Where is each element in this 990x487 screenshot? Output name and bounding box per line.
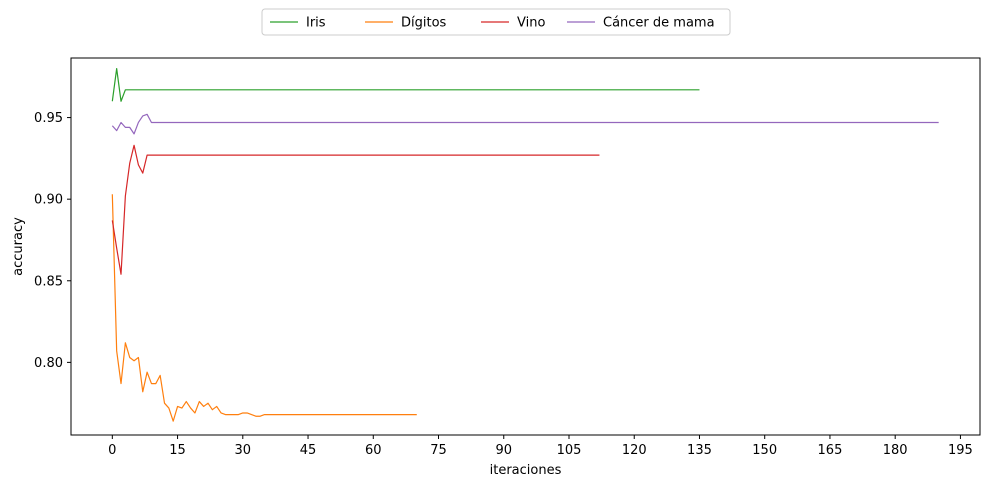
y-axis: 0.80 0.85 0.90 0.95: [34, 111, 71, 371]
legend-label-2: Vino: [517, 16, 545, 31]
legend-label-3: Cáncer de mama: [603, 16, 715, 31]
x-tick-label: 0: [108, 443, 116, 458]
y-tick-label: 0.80: [34, 356, 63, 371]
legend-label-0: Iris: [306, 16, 326, 31]
plot-frame: [70, 57, 981, 436]
legend-label-1: Dígitos: [401, 16, 447, 31]
x-tick-label: 150: [752, 443, 777, 458]
x-tick-label: 45: [300, 443, 317, 458]
x-tick-label: 30: [235, 443, 252, 458]
legend: Iris Dígitos Vino Cáncer de mama: [261, 8, 731, 36]
x-tick-label: 75: [430, 443, 447, 458]
x-tick-label: 165: [818, 443, 843, 458]
y-axis-label: accuracy: [11, 217, 26, 276]
x-tick-label: 180: [883, 443, 908, 458]
y-tick-label: 0.90: [34, 193, 63, 208]
series-line-0: [111, 68, 700, 102]
series-line-1: [111, 194, 417, 422]
x-axis-label: iteraciones: [490, 463, 562, 478]
x-tick-label: 15: [169, 443, 186, 458]
x-tick-label: 135: [687, 443, 712, 458]
y-tick-label: 0.95: [34, 111, 63, 126]
x-tick-label: 120: [622, 443, 647, 458]
series-line-2: [111, 144, 600, 275]
x-axis: 0 15 30 45 60 75 90 105 120 135 150 165 180 195: [108, 435, 973, 458]
y-tick-label: 0.85: [34, 274, 63, 289]
x-tick-label: 105: [557, 443, 582, 458]
x-tick-label: 195: [948, 443, 973, 458]
x-tick-label: 60: [365, 443, 382, 458]
plot-area: [70, 57, 981, 436]
x-tick-label: 90: [495, 443, 512, 458]
series-line-3: [111, 113, 939, 135]
